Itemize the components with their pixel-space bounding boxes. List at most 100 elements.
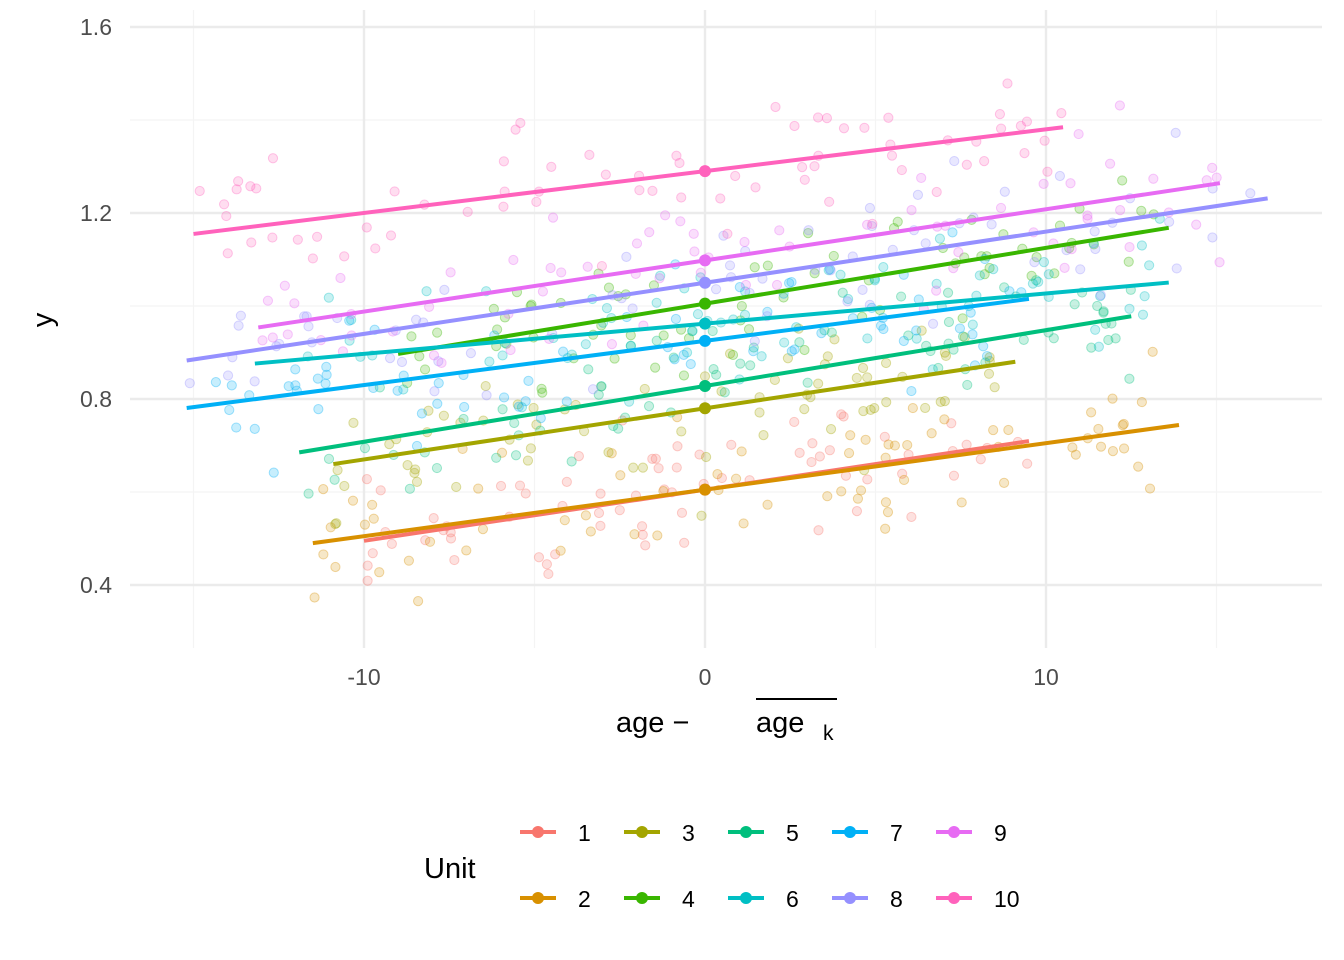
legend: Unit 1 2 3 4 5 6 7 8 9 10 <box>424 820 1020 912</box>
data-point-unit-3 <box>339 480 350 492</box>
data-point-unit-6 <box>1144 260 1155 271</box>
data-point-unit-1 <box>541 559 552 570</box>
data-point-unit-1 <box>573 451 585 462</box>
data-point-unit-5 <box>431 462 443 474</box>
data-point-unit-9 <box>1065 178 1076 189</box>
data-point-unit-2 <box>318 484 329 495</box>
data-point-unit-7 <box>789 344 800 355</box>
data-point-unit-5 <box>491 452 502 463</box>
legend-item-5: 5 <box>728 820 799 846</box>
data-point-unit-6 <box>596 381 607 392</box>
data-point-unit-3 <box>857 362 869 374</box>
data-point-unit-10 <box>722 228 733 239</box>
data-point-unit-7 <box>669 354 680 365</box>
data-point-unit-10 <box>596 260 608 272</box>
data-point-unit-3 <box>409 467 420 479</box>
data-point-unit-8 <box>1029 257 1040 268</box>
data-point-unit-1 <box>807 438 818 449</box>
data-point-unit-6 <box>1136 240 1148 251</box>
data-point-unit-4 <box>678 370 690 381</box>
data-point-unit-1 <box>672 441 683 452</box>
data-point-unit-3 <box>330 518 341 530</box>
data-point-unit-1 <box>694 449 705 460</box>
data-point-unit-4 <box>809 268 820 279</box>
legend-item-9: 9 <box>936 820 1007 846</box>
data-point-unit-3 <box>603 447 614 458</box>
data-point-unit-5 <box>1048 333 1059 344</box>
data-point-unit-10 <box>584 149 595 160</box>
data-point-unit-1 <box>420 535 431 546</box>
data-point-unit-2 <box>403 555 414 566</box>
data-point-unit-3 <box>716 386 727 397</box>
data-point-unit-5 <box>404 483 415 494</box>
data-point-unit-8 <box>710 284 722 295</box>
data-point-unit-6 <box>1038 257 1050 268</box>
data-point-unit-5 <box>509 417 520 429</box>
data-point-unit-7 <box>911 325 922 336</box>
data-point-unit-9 <box>1082 210 1093 221</box>
data-point-unit-7 <box>954 323 966 334</box>
data-point-unit-10 <box>867 218 878 229</box>
data-point-unit-4 <box>419 364 431 375</box>
data-point-unit-1 <box>636 521 648 532</box>
data-point-unit-1 <box>550 549 561 560</box>
data-point-unit-2 <box>883 439 894 450</box>
data-point-unit-1 <box>614 505 625 516</box>
data-point-unit-4 <box>736 300 747 312</box>
data-point-unit-3 <box>522 455 534 466</box>
legend-item-7: 7 <box>832 820 903 846</box>
legend-key-point <box>844 826 856 838</box>
data-point-unit-7 <box>947 227 958 238</box>
data-point-unit-7 <box>459 401 470 413</box>
data-point-unit-10 <box>770 101 781 113</box>
data-point-unit-8 <box>718 230 729 241</box>
center-point-unit-6 <box>699 317 711 330</box>
center-point-unit-8 <box>699 276 711 289</box>
data-point-unit-6 <box>1090 324 1101 335</box>
data-point-unit-1 <box>961 439 972 450</box>
data-point-unit-1 <box>561 476 572 487</box>
regression-lines <box>186 125 1268 546</box>
data-point-unit-7 <box>290 380 301 391</box>
data-point-unit-8 <box>222 370 234 381</box>
data-point-unit-6 <box>1124 303 1135 314</box>
data-point-unit-2 <box>1117 420 1128 431</box>
data-point-unit-3 <box>696 510 707 521</box>
data-point-unit-9 <box>631 238 643 249</box>
data-point-unit-5 <box>943 316 955 328</box>
data-point-unit-3 <box>935 396 946 407</box>
data-point-unit-5 <box>1110 333 1121 344</box>
data-point-unit-2 <box>367 499 378 510</box>
center-point-unit-7 <box>699 334 711 347</box>
data-point-unit-10 <box>498 201 509 212</box>
data-point-unit-10 <box>812 112 824 123</box>
data-point-unit-8 <box>1164 216 1175 227</box>
data-point-unit-2 <box>461 545 472 556</box>
data-point-unit-10 <box>1015 120 1026 131</box>
data-point-unit-6 <box>1043 269 1054 280</box>
data-point-unit-8 <box>864 202 876 214</box>
data-point-unit-2 <box>1107 393 1118 404</box>
legend-label: 7 <box>890 820 903 846</box>
data-point-unit-9 <box>1114 100 1125 111</box>
data-point-unit-2 <box>1144 483 1156 494</box>
data-point-unit-4 <box>979 269 990 280</box>
data-point-unit-1 <box>593 507 605 519</box>
data-point-unit-1 <box>362 575 373 586</box>
regression-line-unit-4 <box>397 225 1170 356</box>
data-point-unit-10 <box>995 123 1007 134</box>
data-point-unit-3 <box>939 347 950 358</box>
data-point-unit-7 <box>1004 286 1015 297</box>
data-point-unit-3 <box>639 383 650 395</box>
data-point-unit-9 <box>774 225 785 236</box>
legend-key-point <box>844 892 856 904</box>
data-point-unit-9 <box>267 332 278 343</box>
center-point-unit-2 <box>699 483 711 496</box>
x-tick-label: 0 <box>699 664 712 690</box>
data-point-unit-5 <box>895 291 907 302</box>
data-point-unit-8 <box>920 238 931 249</box>
data-point-unit-6 <box>862 333 873 344</box>
data-point-unit-2 <box>330 561 341 573</box>
data-point-unit-9 <box>428 350 440 361</box>
data-point-unit-6 <box>1033 276 1044 287</box>
